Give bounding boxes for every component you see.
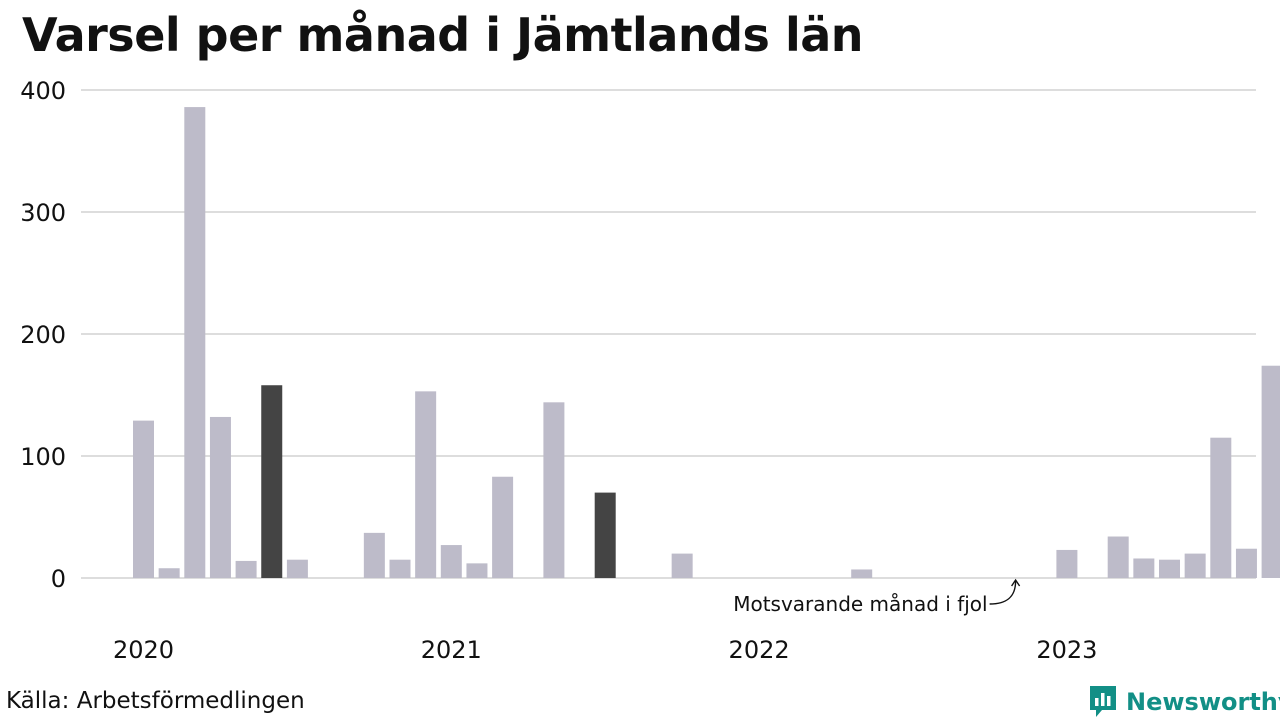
bars xyxy=(133,107,1280,578)
bar xyxy=(466,563,488,578)
y-tick-label: 100 xyxy=(20,443,66,471)
y-axis-ticks: 0 100 200 300 400 xyxy=(20,77,66,593)
bar xyxy=(209,416,231,578)
bar xyxy=(851,569,873,578)
y-tick-label: 300 xyxy=(20,199,66,227)
bar xyxy=(1056,549,1078,578)
bar xyxy=(543,402,565,578)
bar xyxy=(440,545,462,578)
bar xyxy=(492,476,514,578)
x-tick-label: 2022 xyxy=(729,636,790,664)
bar xyxy=(363,532,385,578)
bar xyxy=(286,559,308,578)
previous-year-arrowhead xyxy=(1011,578,1021,587)
y-tick-label: 200 xyxy=(20,321,66,349)
brand-logo: Newsworthy xyxy=(1088,684,1280,720)
page-title: Varsel per månad i Jämtlands län xyxy=(22,8,864,62)
annotations: Juni 24 Motsvarande månad i fjol xyxy=(733,578,1021,616)
bar xyxy=(1133,558,1155,578)
previous-year-arrow xyxy=(989,580,1017,605)
x-tick-label: 2021 xyxy=(421,636,482,664)
previous-year-note: Motsvarande månad i fjol xyxy=(733,592,987,616)
bar xyxy=(1159,559,1180,578)
newsworthy-logo-icon xyxy=(1090,686,1116,717)
bar xyxy=(1210,437,1232,578)
bar xyxy=(594,492,616,578)
bar xyxy=(1107,536,1129,578)
bar xyxy=(671,553,693,578)
grid-lines xyxy=(81,89,1256,579)
y-tick-label: 400 xyxy=(20,77,66,105)
x-tick-label: 2020 xyxy=(113,636,174,664)
bar xyxy=(389,559,411,578)
brand-name: Newsworthy xyxy=(1126,688,1280,716)
source-note: Källa: Arbetsförmedlingen xyxy=(6,688,305,714)
bar xyxy=(415,391,437,578)
x-tick-label: 2023 xyxy=(1036,636,1097,664)
y-tick-label: 0 xyxy=(51,565,66,593)
bar xyxy=(184,107,206,578)
bar xyxy=(1235,548,1257,578)
bar xyxy=(158,568,180,578)
bar xyxy=(1261,365,1280,578)
x-axis-ticks: 2020 2021 2022 2023 xyxy=(113,636,1097,664)
bar xyxy=(1184,553,1206,578)
bar xyxy=(261,385,283,578)
bar xyxy=(133,420,154,578)
bar xyxy=(235,560,257,578)
